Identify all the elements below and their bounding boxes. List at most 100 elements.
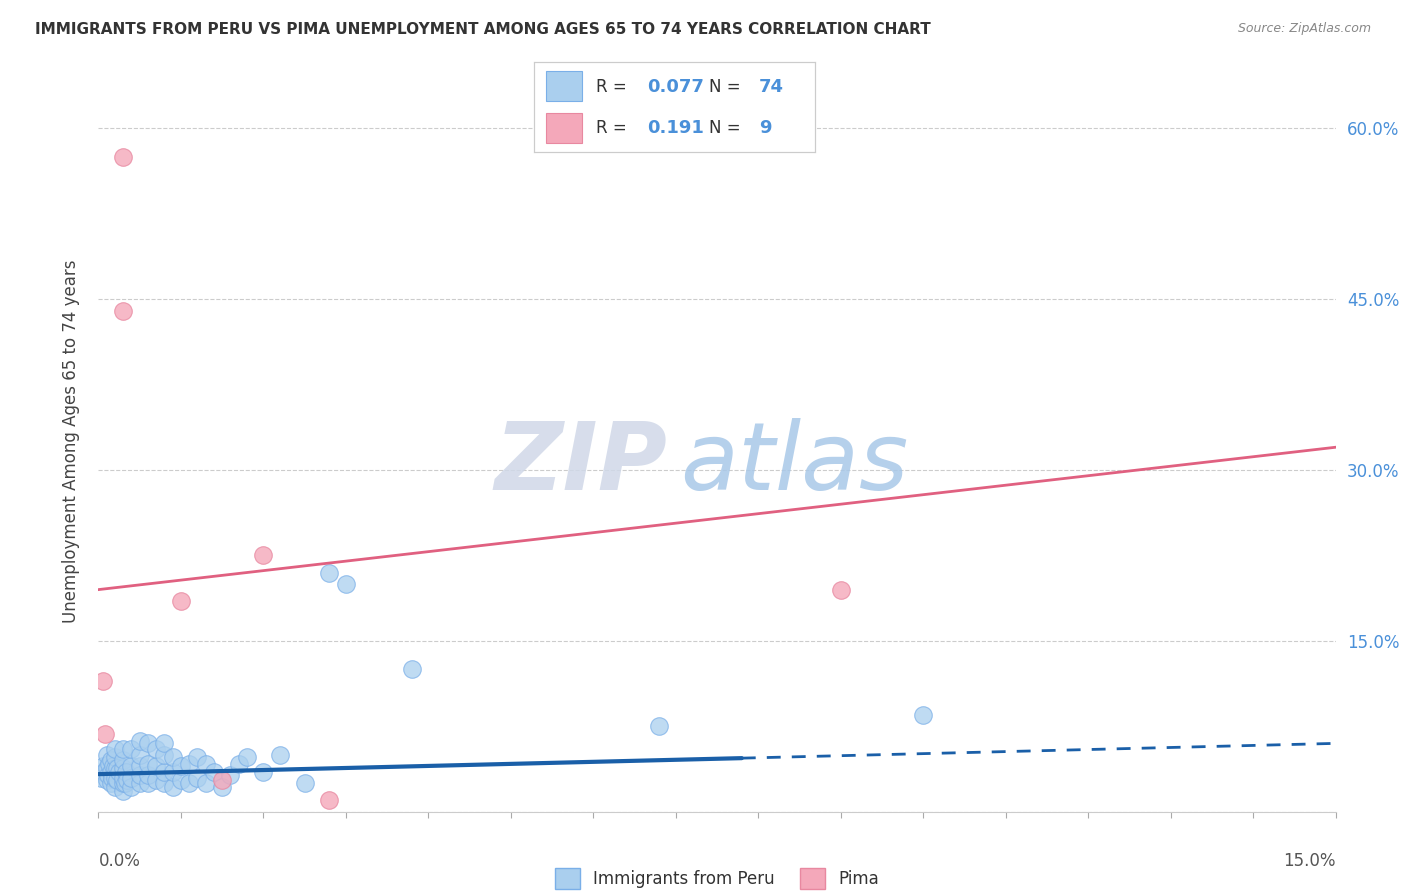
Point bbox=[648, 719, 671, 733]
Point bbox=[112, 150, 135, 164]
Point bbox=[100, 764, 122, 779]
Point bbox=[114, 776, 136, 790]
Point bbox=[136, 768, 159, 782]
Point bbox=[104, 742, 127, 756]
Point bbox=[153, 747, 176, 762]
Point bbox=[153, 764, 176, 779]
Point bbox=[170, 759, 193, 773]
Point bbox=[128, 734, 150, 748]
Point bbox=[194, 776, 217, 790]
Point bbox=[98, 756, 121, 771]
Point bbox=[136, 776, 159, 790]
Point bbox=[170, 594, 193, 608]
Legend: Immigrants from Peru, Pima: Immigrants from Peru, Pima bbox=[555, 868, 879, 888]
Point bbox=[112, 784, 135, 798]
Point bbox=[128, 776, 150, 790]
Text: 0.0%: 0.0% bbox=[98, 853, 141, 871]
Point bbox=[104, 750, 127, 764]
Point bbox=[97, 768, 120, 782]
Point bbox=[912, 707, 935, 722]
Point bbox=[117, 772, 139, 787]
Point bbox=[120, 759, 142, 773]
Point bbox=[211, 772, 233, 787]
Point bbox=[145, 742, 167, 756]
Point bbox=[128, 768, 150, 782]
Point bbox=[103, 759, 125, 773]
Text: atlas: atlas bbox=[681, 418, 908, 509]
Point bbox=[153, 736, 176, 750]
Point bbox=[101, 771, 124, 785]
Point bbox=[100, 776, 122, 790]
Point bbox=[162, 764, 184, 779]
Point bbox=[136, 736, 159, 750]
Text: 74: 74 bbox=[759, 78, 785, 95]
Point bbox=[100, 754, 122, 768]
Point bbox=[104, 771, 127, 785]
Point bbox=[153, 776, 176, 790]
Point bbox=[202, 764, 225, 779]
Text: Source: ZipAtlas.com: Source: ZipAtlas.com bbox=[1237, 22, 1371, 36]
Point bbox=[219, 768, 242, 782]
Point bbox=[236, 750, 259, 764]
Point bbox=[170, 772, 193, 787]
Point bbox=[252, 764, 274, 779]
Point bbox=[120, 742, 142, 756]
Point bbox=[114, 764, 136, 779]
Point bbox=[112, 771, 135, 785]
Point bbox=[112, 761, 135, 775]
Point bbox=[252, 549, 274, 563]
Text: IMMIGRANTS FROM PERU VS PIMA UNEMPLOYMENT AMONG AGES 65 TO 74 YEARS CORRELATION : IMMIGRANTS FROM PERU VS PIMA UNEMPLOYMEN… bbox=[35, 22, 931, 37]
Point bbox=[128, 759, 150, 773]
Point bbox=[105, 761, 128, 775]
Point bbox=[194, 756, 217, 771]
Point bbox=[145, 759, 167, 773]
Point bbox=[91, 673, 114, 688]
Point bbox=[186, 750, 208, 764]
Point bbox=[91, 759, 114, 773]
Point bbox=[104, 761, 127, 775]
Text: 15.0%: 15.0% bbox=[1284, 853, 1336, 871]
Point bbox=[136, 756, 159, 771]
Point bbox=[105, 772, 128, 787]
Point bbox=[112, 742, 135, 756]
Text: ZIP: ZIP bbox=[495, 417, 668, 509]
Point bbox=[90, 771, 112, 785]
Point bbox=[186, 771, 208, 785]
FancyBboxPatch shape bbox=[546, 113, 582, 143]
Text: R =: R = bbox=[596, 119, 637, 137]
Point bbox=[96, 747, 118, 762]
Point bbox=[294, 776, 316, 790]
Point bbox=[179, 776, 201, 790]
Text: 0.077: 0.077 bbox=[647, 78, 703, 95]
Point bbox=[112, 303, 135, 318]
Point bbox=[120, 780, 142, 794]
Text: 9: 9 bbox=[759, 119, 772, 137]
Text: 0.191: 0.191 bbox=[647, 119, 703, 137]
Point bbox=[830, 582, 852, 597]
Y-axis label: Unemployment Among Ages 65 to 74 years: Unemployment Among Ages 65 to 74 years bbox=[62, 260, 80, 624]
Point bbox=[108, 764, 131, 779]
Point bbox=[335, 577, 357, 591]
Point bbox=[162, 750, 184, 764]
Point bbox=[401, 662, 423, 676]
Point bbox=[162, 780, 184, 794]
Point bbox=[96, 772, 118, 787]
Point bbox=[93, 764, 115, 779]
FancyBboxPatch shape bbox=[546, 71, 582, 101]
Point bbox=[94, 727, 117, 741]
Text: N =: N = bbox=[709, 78, 745, 95]
Text: R =: R = bbox=[596, 78, 633, 95]
Point bbox=[112, 754, 135, 768]
Point bbox=[104, 780, 127, 794]
Point bbox=[269, 747, 291, 762]
Text: N =: N = bbox=[709, 119, 751, 137]
Point bbox=[112, 776, 135, 790]
Point bbox=[128, 747, 150, 762]
Point bbox=[318, 566, 340, 580]
Point bbox=[318, 793, 340, 807]
Point bbox=[96, 761, 118, 775]
Point bbox=[228, 756, 250, 771]
Point bbox=[120, 771, 142, 785]
Point bbox=[179, 756, 201, 771]
Point bbox=[211, 780, 233, 794]
